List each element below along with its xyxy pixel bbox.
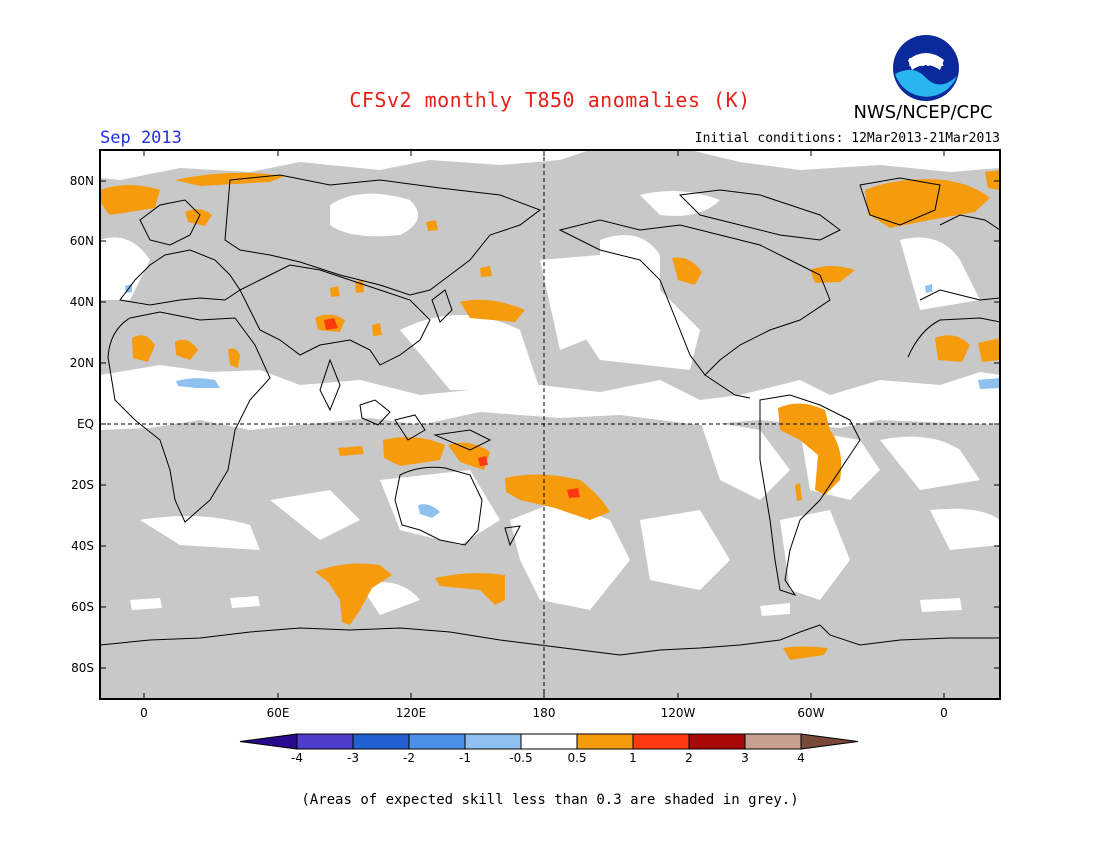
lat-label-20n: 20N [69, 356, 94, 370]
lat-label-40s: 40S [71, 539, 94, 553]
initial-conditions-label: Initial conditions: 12Mar2013-21Mar2013 [694, 131, 1000, 146]
colorbar-swatch [744, 733, 802, 750]
coastlines [100, 174, 1000, 656]
colorbar-swatch [632, 733, 690, 750]
lat-label-60n: 60N [69, 234, 94, 248]
colorbar-label-05: 0.5 [567, 751, 587, 765]
colorbar-label-minus05: -0.5 [509, 751, 533, 765]
colorbar-swatch [576, 733, 634, 750]
organization-label: NWS/NCEP/CPC [853, 102, 993, 123]
lat-label-eq: EQ [76, 417, 94, 431]
warm-anomalies-0.5-1 [100, 170, 1000, 660]
logo-text: NOAA [908, 56, 944, 69]
colorbar-swatch [464, 733, 522, 750]
colorbar-label-minus4: -4 [291, 751, 303, 765]
skillful-regions [100, 150, 1000, 616]
warm-anomalies-1-2 [324, 318, 580, 498]
lat-label-80s: 80S [71, 661, 94, 675]
lon-label-0: 0 [140, 706, 148, 720]
lat-label-20s: 20S [71, 478, 94, 492]
skill-footnote: (Areas of expected skill less than 0.3 a… [301, 792, 799, 808]
colorbar-label-minus3: -3 [347, 751, 359, 765]
lon-label-120w: 120W [660, 706, 696, 720]
lon-label-60w: 60W [797, 706, 825, 720]
cool-anomalies-0.5-1 [125, 284, 1000, 518]
colorbar-label-3: 3 [741, 751, 749, 765]
axis-ticks [100, 150, 1000, 699]
map-title: CFSv2 monthly T850 anomalies (K) [349, 88, 751, 112]
colorbar-swatch [352, 733, 410, 750]
colorbar-swatch [688, 733, 746, 750]
valid-month-label: Sep 2013 [100, 128, 182, 148]
lon-label-180: 180 [532, 706, 556, 720]
colorbar-arrow-high [800, 733, 859, 750]
lon-label-120e: 120E [395, 706, 427, 720]
lat-label-40n: 40N [69, 295, 94, 309]
lon-label-0-right: 0 [940, 706, 948, 720]
colorbar-swatch [520, 733, 578, 750]
colorbar-label-minus1: -1 [459, 751, 471, 765]
colorbar-swatch [408, 733, 466, 750]
colorbar-label-2: 2 [685, 751, 693, 765]
colorbar-label-1: 1 [629, 751, 637, 765]
lat-label-80n: 80N [69, 174, 94, 188]
colorbar-label-4: 4 [797, 751, 805, 765]
lat-label-60s: 60S [71, 600, 94, 614]
lon-label-60e: 60E [266, 706, 290, 720]
colorbar-arrow-low [239, 733, 298, 750]
colorbar-label-minus2: -2 [403, 751, 415, 765]
colorbar-swatch [296, 733, 354, 750]
